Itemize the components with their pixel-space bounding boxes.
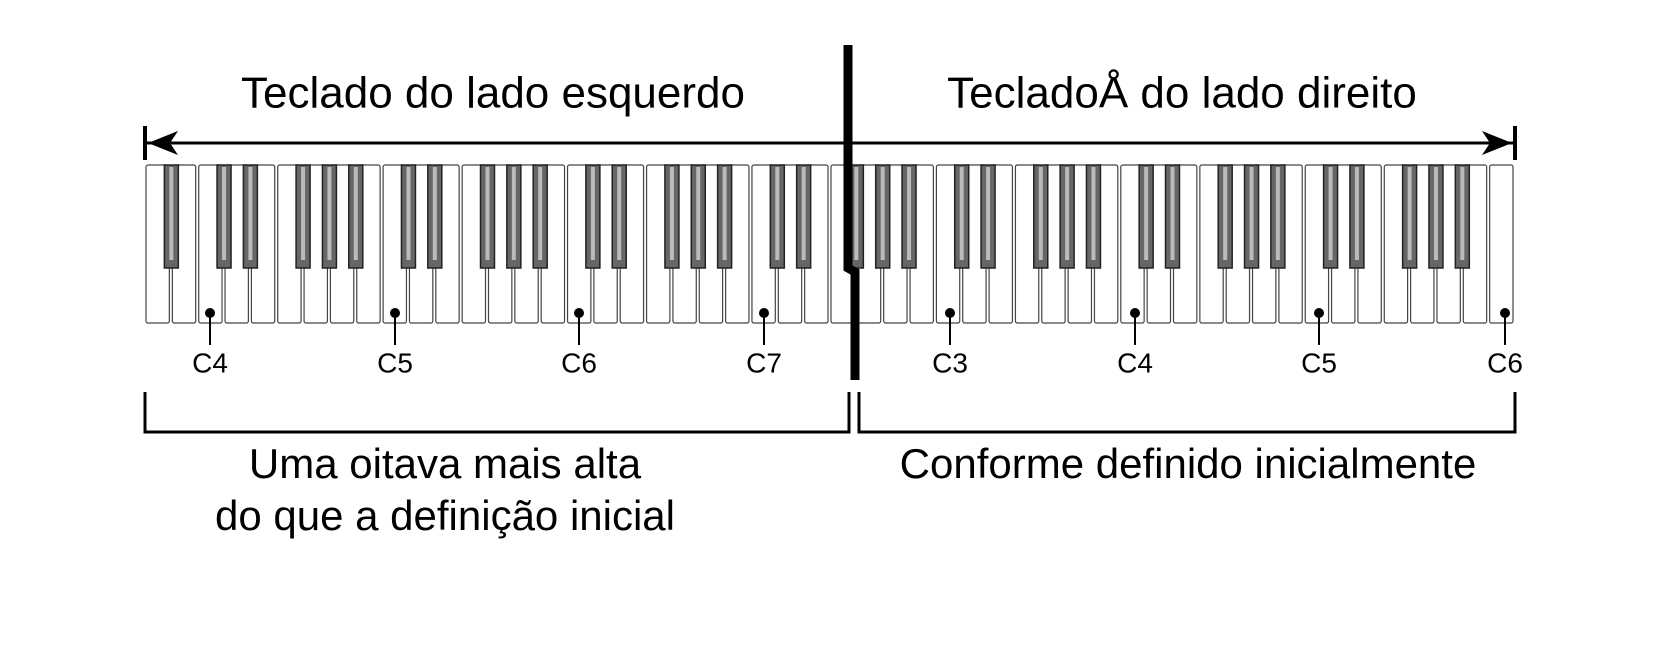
left-caption: do que a definição inicial [215, 492, 675, 539]
right-title: TecladoÅ do lado direito [947, 69, 1417, 118]
black-key-highlight [1223, 167, 1228, 260]
black-key-highlight [222, 167, 227, 260]
black-key-highlight [485, 167, 490, 260]
black-key-highlight [353, 167, 358, 260]
black-key-highlight [1091, 167, 1096, 260]
note-label: C3 [932, 347, 968, 378]
black-key-highlight [959, 167, 964, 260]
range-arrow [143, 126, 1517, 160]
black-key-highlight [1144, 167, 1149, 260]
black-key-highlight [301, 167, 306, 260]
black-key-highlight [696, 167, 701, 260]
black-key-highlight [327, 167, 332, 260]
black-key-highlight [1407, 167, 1412, 260]
black-key-highlight [1065, 167, 1070, 260]
left-caption: Uma oitava mais alta [249, 440, 642, 487]
note-markers: C4 C5 C6 C7 C3 C4 C5 C6 [192, 308, 1523, 378]
black-key-highlight [801, 167, 806, 260]
black-key-highlight [986, 167, 991, 260]
black-key-highlight [590, 167, 595, 260]
right-bracket [857, 392, 1517, 434]
black-key-highlight [617, 167, 622, 260]
black-key-highlight [775, 167, 780, 260]
split-line [843, 45, 860, 380]
note-label: C6 [1487, 347, 1523, 378]
black-key-highlight [1354, 167, 1359, 260]
black-key-highlight [406, 167, 411, 260]
black-key-highlight [1038, 167, 1043, 260]
black-key-highlight [669, 167, 674, 260]
black-key-highlight [169, 167, 174, 260]
black-key-highlight [538, 167, 543, 260]
left-title: Teclado do lado esquerdo [241, 69, 745, 118]
keyboard [145, 164, 1514, 324]
note-label: C5 [1301, 347, 1337, 378]
note-label: C5 [377, 347, 413, 378]
black-key-highlight [248, 167, 253, 260]
black-key-highlight [854, 167, 859, 260]
black-key-highlight [1433, 167, 1438, 260]
black-key-highlight [907, 167, 912, 260]
left-bracket [143, 392, 851, 434]
note-label: C6 [561, 347, 597, 378]
black-key-highlight [1460, 167, 1465, 260]
black-key-highlight [432, 167, 437, 260]
white-key [1489, 164, 1514, 324]
note-label: C4 [192, 347, 228, 378]
right-caption: Conforme definido inicialmente [900, 440, 1477, 487]
black-key-highlight [880, 167, 885, 260]
black-key-highlight [511, 167, 516, 260]
note-label: C7 [746, 347, 782, 378]
black-key-highlight [1275, 167, 1280, 260]
black-key-highlight [1328, 167, 1333, 260]
black-key-highlight [1170, 167, 1175, 260]
black-key-highlight [1249, 167, 1254, 260]
black-key-highlight [722, 167, 727, 260]
note-label: C4 [1117, 347, 1153, 378]
